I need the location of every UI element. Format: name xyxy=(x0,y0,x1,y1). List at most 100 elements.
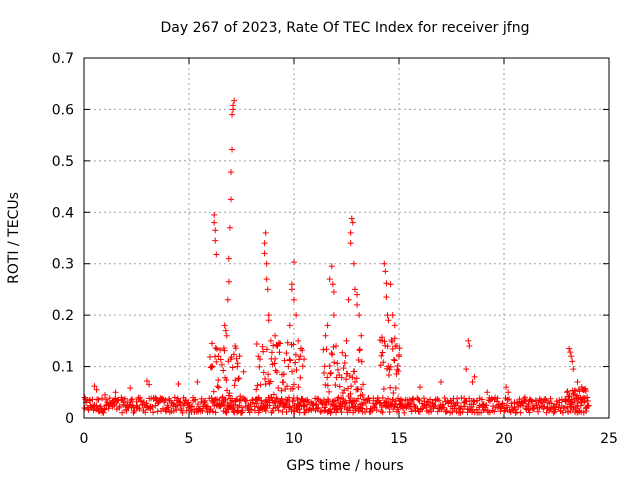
data-point xyxy=(577,402,584,409)
data-point xyxy=(387,384,394,391)
data-point xyxy=(568,401,575,408)
data-point xyxy=(211,397,218,404)
y-tick-label: 0.6 xyxy=(52,102,74,118)
data-point xyxy=(122,402,129,409)
data-point xyxy=(506,396,513,403)
data-point xyxy=(256,407,263,414)
data-point xyxy=(213,251,220,258)
data-point xyxy=(348,400,355,407)
data-point xyxy=(491,408,498,415)
data-point xyxy=(330,398,337,405)
data-point xyxy=(275,385,282,392)
data-point xyxy=(224,387,231,394)
data-point xyxy=(289,397,296,404)
data-point xyxy=(217,356,224,363)
data-point xyxy=(222,408,229,415)
data-point xyxy=(343,337,350,344)
data-point xyxy=(331,397,338,404)
data-point xyxy=(360,381,367,388)
data-point xyxy=(378,352,385,359)
data-point xyxy=(574,379,581,385)
data-point xyxy=(275,407,282,414)
data-point xyxy=(209,340,216,347)
data-point xyxy=(379,394,386,401)
data-point xyxy=(470,401,477,408)
data-point xyxy=(566,345,573,352)
data-point xyxy=(350,260,357,267)
data-point xyxy=(347,407,354,414)
data-point xyxy=(214,383,221,390)
data-point xyxy=(221,322,228,329)
data-point xyxy=(397,401,404,408)
data-point xyxy=(237,393,244,400)
data-point xyxy=(212,345,219,352)
data-point xyxy=(346,373,353,380)
data-point xyxy=(264,402,271,409)
data-point xyxy=(319,400,326,407)
data-point xyxy=(484,389,491,396)
data-point xyxy=(100,409,107,416)
data-point xyxy=(194,379,201,385)
data-point xyxy=(397,396,404,403)
data-point xyxy=(219,394,226,401)
data-point xyxy=(162,397,169,404)
data-point xyxy=(341,387,348,394)
data-point xyxy=(267,337,274,344)
data-point xyxy=(330,343,337,350)
data-point xyxy=(440,401,447,408)
data-point xyxy=(235,375,242,382)
data-point xyxy=(567,349,574,356)
data-point xyxy=(263,346,270,353)
y-axis-label: ROTI / TECUs xyxy=(6,192,22,284)
data-point xyxy=(234,396,241,403)
data-point xyxy=(379,337,386,344)
data-point xyxy=(236,353,243,360)
data-point xyxy=(314,405,321,412)
data-point xyxy=(391,322,398,329)
data-point xyxy=(223,332,230,339)
data-point xyxy=(275,339,282,346)
data-point xyxy=(273,369,280,376)
data-point xyxy=(336,383,343,390)
data-point xyxy=(420,395,427,402)
data-point xyxy=(330,289,337,295)
data-point xyxy=(230,102,237,109)
data-point xyxy=(81,405,88,412)
data-point xyxy=(224,296,231,303)
data-point xyxy=(232,377,239,384)
data-point xyxy=(349,374,356,381)
x-tick-label: 10 xyxy=(285,431,303,447)
data-point xyxy=(223,377,230,384)
data-point xyxy=(348,383,355,390)
data-point xyxy=(230,351,237,358)
data-point xyxy=(228,196,234,203)
data-point xyxy=(384,365,391,372)
data-point xyxy=(341,359,348,366)
data-point xyxy=(106,395,113,402)
data-point xyxy=(584,394,591,401)
data-point xyxy=(215,353,222,360)
data-point xyxy=(213,345,220,352)
data-point xyxy=(569,358,576,365)
data-point xyxy=(277,397,284,404)
data-point xyxy=(324,322,331,329)
data-point xyxy=(239,407,246,414)
data-point xyxy=(569,397,576,404)
data-point xyxy=(401,402,408,409)
data-point xyxy=(322,332,329,339)
data-point xyxy=(260,369,267,376)
data-point xyxy=(177,398,184,405)
data-point xyxy=(261,250,268,257)
data-point xyxy=(485,397,492,404)
data-point xyxy=(222,396,229,403)
data-point xyxy=(237,397,244,404)
data-point xyxy=(531,405,538,412)
data-point xyxy=(165,404,172,411)
data-point xyxy=(202,397,209,404)
data-point xyxy=(264,286,271,293)
data-point xyxy=(355,357,362,364)
data-point xyxy=(127,385,134,392)
data-point xyxy=(383,398,390,405)
data-point xyxy=(288,281,295,288)
data-point xyxy=(276,349,283,356)
